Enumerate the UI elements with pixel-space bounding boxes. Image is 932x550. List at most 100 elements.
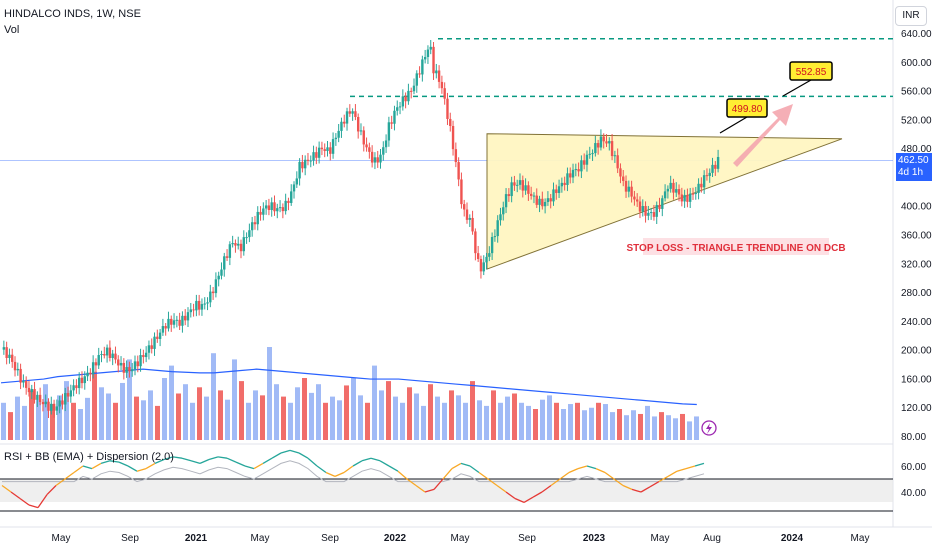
price-tick-label: 560.00 bbox=[901, 87, 932, 98]
candle-body bbox=[186, 312, 190, 321]
volume-bar bbox=[596, 402, 601, 440]
candle-body bbox=[75, 385, 78, 389]
candle-body bbox=[345, 111, 349, 124]
candle-body bbox=[27, 387, 31, 393]
candle-body bbox=[161, 326, 165, 333]
candle-body bbox=[309, 160, 312, 162]
candle-body bbox=[644, 206, 647, 216]
target-1-pointer bbox=[719, 116, 748, 134]
rsi-segment bbox=[550, 478, 561, 487]
volume-bar bbox=[337, 400, 342, 440]
candle-body bbox=[677, 189, 681, 195]
volume-bar bbox=[190, 402, 195, 440]
candle-body bbox=[502, 207, 505, 215]
volume-bar bbox=[218, 390, 223, 440]
rsi-segment bbox=[460, 462, 471, 467]
candle-body bbox=[649, 212, 653, 214]
candle-body bbox=[343, 121, 346, 124]
rsi-segment bbox=[118, 461, 129, 467]
rsi-segment bbox=[451, 462, 462, 470]
candle-body bbox=[77, 377, 81, 389]
candle-body bbox=[479, 258, 483, 272]
candle-body bbox=[610, 141, 614, 157]
currency-button[interactable]: INR bbox=[895, 6, 927, 26]
candle-body bbox=[496, 220, 499, 237]
candle-body bbox=[582, 160, 586, 165]
candle-body bbox=[354, 111, 357, 117]
volume-bar bbox=[470, 381, 475, 440]
candle-body bbox=[507, 194, 511, 197]
candle-body bbox=[264, 205, 268, 209]
time-tick-label: 2023 bbox=[583, 533, 606, 544]
volume-bar bbox=[610, 412, 615, 440]
rsi-segment bbox=[415, 484, 426, 493]
candle-body bbox=[415, 73, 418, 86]
rsi-segment bbox=[685, 465, 696, 470]
candle-body bbox=[317, 147, 321, 158]
candle-body bbox=[418, 73, 421, 75]
candle-body bbox=[686, 194, 689, 202]
rsi-segment bbox=[667, 470, 678, 477]
candle-body bbox=[114, 353, 117, 360]
candle-body bbox=[571, 169, 575, 178]
candle-body bbox=[41, 401, 45, 405]
volume-bar bbox=[645, 405, 650, 440]
candle-body bbox=[633, 196, 636, 200]
candle-body bbox=[585, 154, 589, 165]
rsi-segment bbox=[325, 471, 336, 477]
rsi-segment bbox=[199, 458, 210, 464]
candle-body bbox=[471, 217, 474, 232]
candle-body bbox=[401, 96, 405, 107]
price-tick-label: 640.00 bbox=[901, 29, 932, 40]
rsi-segment bbox=[577, 465, 588, 470]
candle-body bbox=[490, 236, 494, 254]
candle-body bbox=[535, 195, 538, 205]
candle-body bbox=[197, 300, 201, 310]
candle-body bbox=[301, 161, 304, 169]
rsi-segment bbox=[532, 491, 543, 498]
candle-body bbox=[83, 376, 86, 384]
volume-bar bbox=[526, 405, 531, 440]
candle-body bbox=[220, 269, 223, 276]
volume-bar bbox=[491, 390, 496, 440]
candle-body bbox=[281, 207, 285, 212]
candle-body bbox=[19, 368, 22, 383]
volume-bar bbox=[477, 400, 482, 440]
rsi-segment bbox=[82, 465, 93, 470]
volume-bar bbox=[687, 421, 692, 440]
candle-body bbox=[641, 206, 644, 212]
last-price-value: 462.50 bbox=[898, 155, 929, 166]
candle-body bbox=[139, 355, 142, 367]
candle-body bbox=[156, 336, 159, 339]
volume-bar bbox=[134, 396, 139, 440]
time-tick-label: Sep bbox=[121, 533, 139, 544]
candle-body bbox=[273, 202, 276, 212]
rsi-segment bbox=[388, 465, 399, 472]
candle-body bbox=[599, 136, 603, 148]
rsi-segment bbox=[73, 465, 84, 474]
candle-body bbox=[214, 279, 218, 294]
candle-body bbox=[708, 172, 711, 176]
volume-bar bbox=[225, 399, 230, 440]
candle-body bbox=[8, 354, 11, 359]
price-tick-label: 360.00 bbox=[901, 231, 932, 242]
stop-loss-bg bbox=[643, 238, 829, 255]
rsi-segment bbox=[559, 471, 570, 480]
volume-bar bbox=[624, 415, 629, 440]
candle-body bbox=[384, 140, 388, 148]
candle-body bbox=[111, 353, 114, 359]
candle-body bbox=[407, 90, 410, 102]
rsi-segment bbox=[676, 467, 687, 472]
rsi-segment bbox=[172, 456, 183, 459]
candle-body bbox=[510, 182, 513, 197]
candle-body bbox=[153, 336, 156, 349]
volume-bar bbox=[267, 347, 272, 440]
volume-bar bbox=[330, 396, 335, 440]
price-axis-bg bbox=[893, 0, 932, 550]
volume-bar bbox=[239, 381, 244, 440]
candle-body bbox=[574, 169, 578, 171]
candle-body bbox=[295, 178, 299, 185]
candle-body bbox=[627, 186, 631, 192]
candle-body bbox=[351, 111, 354, 114]
